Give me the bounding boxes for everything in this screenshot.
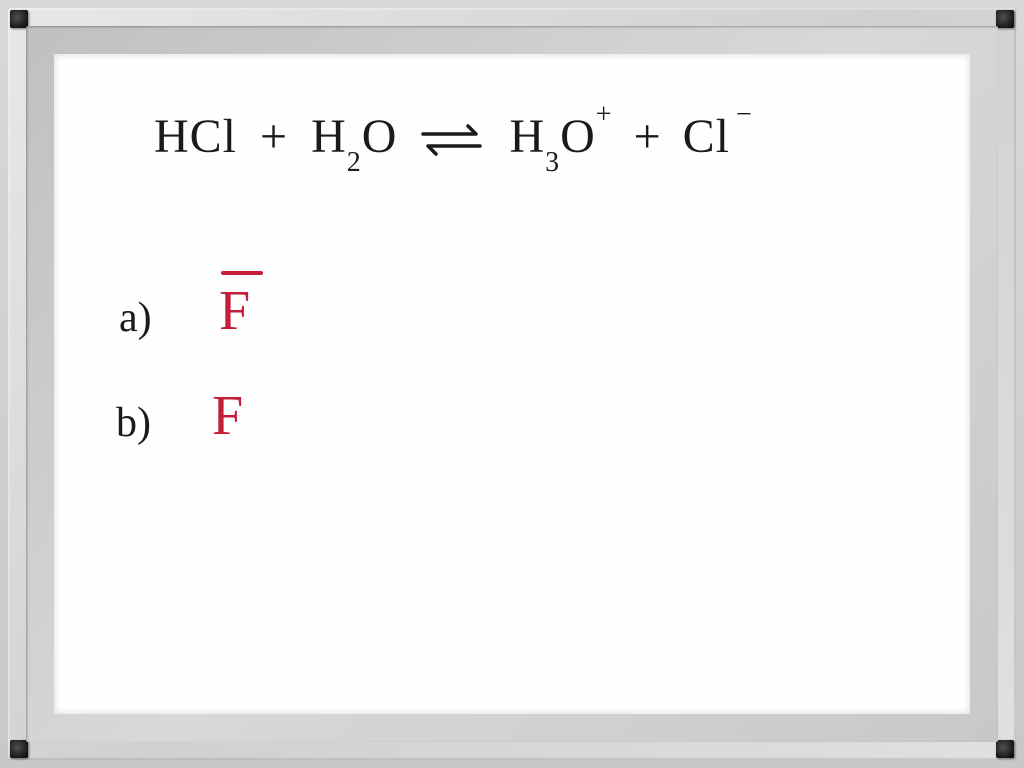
corner-bracket-bl — [10, 740, 28, 758]
whiteboard-surface: HCl + H2O H3O+ + Cl− a) F — [54, 54, 970, 714]
answer-b-text: F — [212, 385, 243, 447]
whiteboard-frame-outer: HCl + H2O H3O+ + Cl− a) F — [8, 8, 1016, 760]
equilibrium-arrow — [418, 116, 488, 166]
chemical-equation: HCl + H2O H3O+ + Cl− — [154, 109, 753, 171]
product-cl: Cl — [683, 110, 730, 163]
reactant-h2o-o: O — [362, 110, 398, 163]
plus-sign-2: + — [634, 110, 662, 163]
whiteboard-frame-inner: HCl + H2O H3O+ + Cl− a) F — [26, 26, 998, 742]
reactant-h2o-h: H — [311, 110, 347, 163]
option-b-answer: F — [212, 384, 243, 448]
product-cl-sup: − — [736, 99, 753, 130]
product-h3o-h: H — [509, 110, 545, 163]
option-b-label: b) — [116, 399, 151, 447]
product-h3o-sup: + — [596, 99, 613, 130]
reactant-h2o-sub: 2 — [347, 147, 362, 178]
option-a-answer: F — [219, 279, 250, 343]
answer-a-text: F — [219, 280, 250, 342]
product-h3o-o: O — [560, 110, 596, 163]
product-h3o-sub: 3 — [545, 147, 560, 178]
reactant-hcl: HCl — [154, 110, 237, 163]
option-a-label: a) — [119, 294, 152, 342]
corner-bracket-tl — [10, 10, 28, 28]
corner-bracket-tr — [996, 10, 1014, 28]
corner-bracket-br — [996, 740, 1014, 758]
plus-sign-1: + — [260, 110, 288, 163]
